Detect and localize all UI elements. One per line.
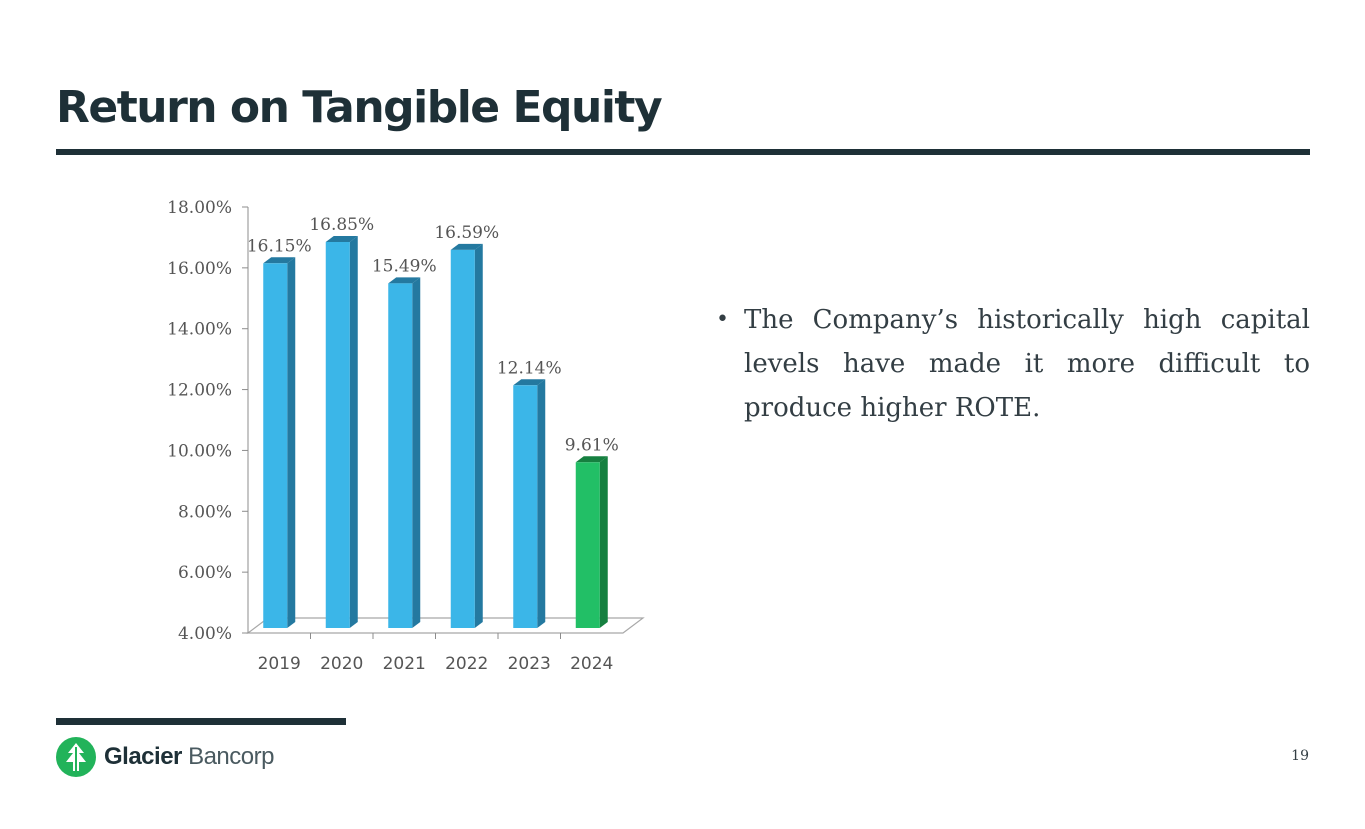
bar-2021 [388,283,413,628]
bar-2023 [513,385,538,628]
y-tick-label: 8.00% [178,502,232,522]
title-divider [56,149,1310,155]
bar-side [599,456,608,628]
bar-2022 [450,249,475,628]
x-tick-label: 2024 [570,654,613,674]
bar-top [513,379,546,386]
rote-bar-chart: 4.00% 6.00% 8.00% 10.00% 12.00% 14.00% 16.00% 1… [167,198,645,674]
y-tick-label: 16.00% [167,259,232,279]
bar-top [263,257,296,264]
company-logo: Glacier Bancorp [56,737,274,777]
x-tick-label: 2022 [445,654,488,674]
page-number: 19 [1291,748,1309,764]
x-tick-label: 2019 [258,654,301,674]
bar-2020 [325,241,350,628]
y-tick-label: 18.00% [167,198,232,218]
page-title: Return on Tangible Equity [56,82,663,133]
data-label: 16.59% [434,223,499,243]
y-tick-label: 14.00% [167,320,232,340]
y-tick-label: 10.00% [167,441,232,461]
bar-side [474,243,483,628]
bar-side [287,257,296,628]
bar-top [325,235,358,242]
data-label: 15.49% [372,256,437,276]
bar-top [575,456,608,463]
bullet-point: • The Company’s historically high capita… [716,298,1310,430]
bar-2024 [575,462,600,628]
y-tick-label: 6.00% [178,563,232,583]
x-tick-label: 2023 [508,654,551,674]
data-label: 12.14% [497,358,562,378]
data-label: 16.85% [309,215,374,235]
x-tick-label: 2021 [383,654,426,674]
bullet-text: The Company’s historically high capital … [744,305,1310,423]
bullet-dot-icon: • [716,307,729,332]
bar-top [450,243,483,250]
x-tick-label: 2020 [320,654,363,674]
bar-2019 [263,263,288,628]
data-label: 9.61% [565,435,619,455]
footer-divider [56,718,346,725]
bar-side [349,235,358,628]
bar-top [388,277,421,284]
glacier-tree-icon [56,737,96,777]
data-label: 16.15% [247,236,312,256]
y-tick-label: 12.00% [167,381,232,401]
logo-word-glacier: Glacier [104,743,182,770]
logo-wordmark: Glacier Bancorp [104,743,274,771]
bar-side [412,277,421,628]
bar-side [537,379,546,628]
y-tick-label: 4.00% [178,624,232,644]
logo-word-bancorp: Bancorp [188,743,274,770]
